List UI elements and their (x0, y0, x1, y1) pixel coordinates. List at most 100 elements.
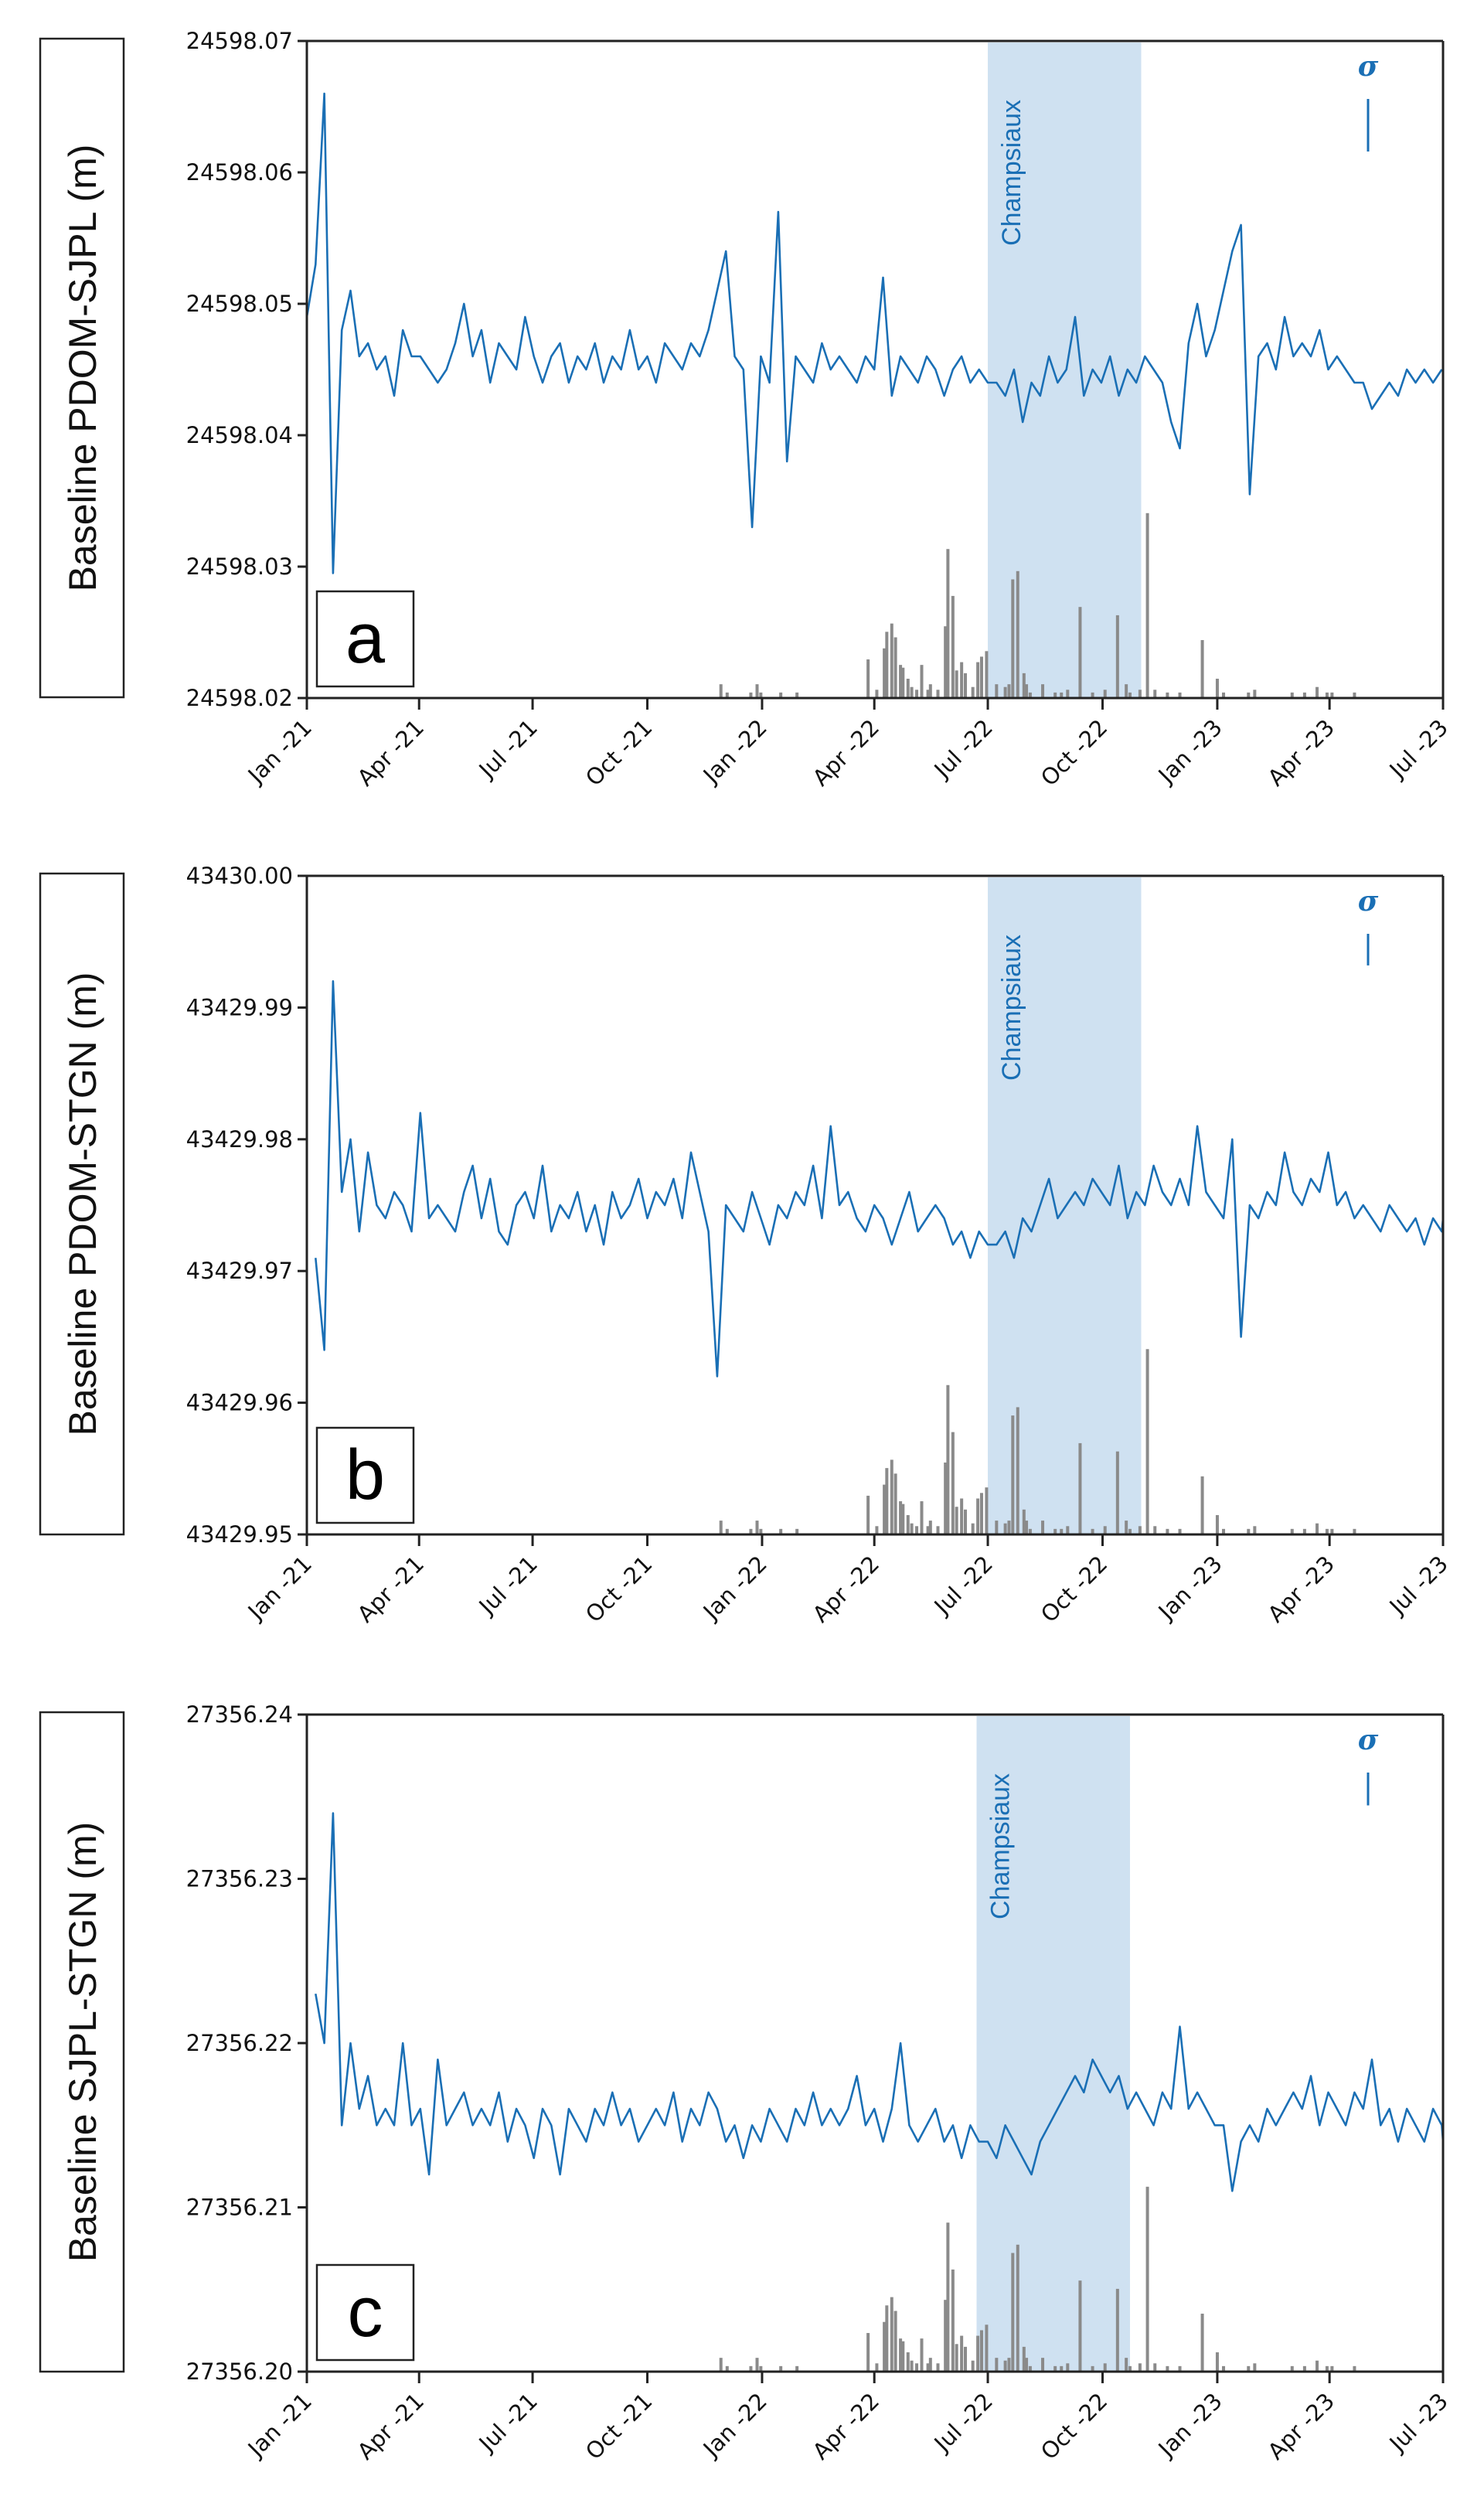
baseline-series-line (305, 92, 1443, 574)
precipitation-bar (1153, 690, 1157, 698)
panel-letter: a (345, 599, 386, 678)
precipitation-bar (906, 679, 910, 698)
precipitation-bar (890, 1459, 893, 1534)
panel-a: Champsiaux 24598.02 24598.03 24598.04 24598.… (39, 28, 1453, 792)
precipitation-bar (1247, 692, 1251, 698)
precipitation-bar (1007, 2358, 1011, 2372)
precipitation-bar (1325, 1528, 1329, 1534)
y-tick-label: 43430.00 (186, 863, 293, 889)
precipitation-bar (1247, 2365, 1251, 2372)
precipitation-bar (1290, 2365, 1294, 2372)
precipitation-bar (1053, 2365, 1057, 2372)
precipitation-bar (1325, 2365, 1329, 2372)
precipitation-bar (759, 1528, 763, 1534)
x-tick-label: Jul -23 (1384, 714, 1453, 784)
y-tick-label: 43429.99 (186, 994, 293, 1020)
x-tick-label: Apr -22 (808, 714, 885, 792)
x-tick-label: Apr -23 (1263, 2388, 1340, 2465)
precipitation-bar (1025, 1521, 1029, 1534)
x-tick-label: Apr -23 (1263, 1551, 1340, 1628)
precipitation-bar (901, 2341, 905, 2372)
precipitation-bar (779, 2365, 783, 2372)
precipitation-bar (795, 1528, 799, 1534)
precipitation-bar (866, 1495, 870, 1534)
precipitation-bar (985, 1487, 989, 1534)
precipitation-bar (1222, 1528, 1226, 1534)
precipitation-bar (1025, 684, 1029, 698)
precipitation-bar (1066, 2363, 1070, 2372)
x-tick-label: Jan -23 (1152, 1551, 1227, 1626)
precipitation-bar (1330, 692, 1334, 698)
precipitation-bar (1200, 2314, 1204, 2372)
precipitation-bar (755, 2358, 759, 2372)
precipitation-bar (1060, 692, 1064, 698)
precipitation-bar (1125, 1521, 1128, 1534)
precipitation-bar (749, 2365, 753, 2372)
precipitation-bar (1053, 692, 1057, 698)
precipitation-bar (1022, 1509, 1026, 1534)
precipitation-bar (1166, 2365, 1169, 2372)
x-tick-label: Jan -21 (242, 1551, 317, 1626)
precipitation-bar (755, 684, 759, 698)
precipitation-bar (1041, 2358, 1045, 2372)
x-tick-label: Oct -21 (580, 1551, 658, 1628)
x-tick-label: Jul -21 (473, 714, 543, 784)
panel-c: Champsiaux 27356.20 27356.21 27356.22 27356.… (39, 1701, 1453, 2465)
precipitation-bar (1115, 615, 1119, 698)
precipitation-bar (1316, 1523, 1319, 1534)
precipitation-bar (1011, 2253, 1015, 2372)
y-axis-label: Baseline PDOM-SJPL (m) (61, 145, 104, 592)
precipitation-bar (915, 1526, 919, 1534)
precipitation-bar (926, 690, 930, 698)
precipitation-bar (920, 665, 924, 698)
y-tick-label: 24598.04 (186, 422, 293, 448)
x-tick-label: Apr -21 (352, 2388, 430, 2465)
x-tick-label: Oct -21 (580, 2388, 658, 2465)
precipitation-bar (1178, 692, 1182, 698)
precipitation-bar (979, 656, 983, 698)
precipitation-bar (1253, 2363, 1257, 2372)
precipitation-bar (749, 1528, 753, 1534)
precipitation-bar (963, 1509, 967, 1534)
precipitation-bar (1103, 690, 1107, 698)
precipitation-bar (915, 2363, 919, 2372)
y-axis-label-box (39, 37, 125, 699)
x-tick-label: Jan -22 (697, 2388, 772, 2463)
precipitation-bar (719, 2358, 723, 2372)
precipitation-bar (1007, 1521, 1011, 1534)
precipitation-bar (1153, 1526, 1157, 1534)
precipitation-bar (1153, 2363, 1157, 2372)
precipitation-bar (1016, 1407, 1019, 1534)
precipitation-bar (955, 670, 958, 698)
x-tick-label: Oct -22 (1036, 714, 1113, 792)
precipitation-bar (1253, 690, 1257, 698)
precipitation-bar (926, 1526, 930, 1534)
precipitation-bar (1003, 686, 1007, 698)
precipitation-bar (1003, 1523, 1007, 1534)
champsiaux-label: Champsiaux (986, 1773, 1016, 1919)
precipitation-bar (926, 2363, 930, 2372)
precipitation-bar (1222, 692, 1226, 698)
precipitation-bar (885, 1468, 889, 1534)
precipitation-bar (1066, 690, 1070, 698)
precipitation-bar (1302, 692, 1306, 698)
precipitation-bar (1078, 607, 1082, 698)
precipitation-bar (928, 1521, 932, 1534)
precipitation-bar (920, 2338, 924, 2372)
precipitation-bar (995, 1521, 999, 1534)
precipitation-bar (1302, 2365, 1306, 2372)
x-tick-label: Oct -22 (1036, 1551, 1113, 1628)
x-tick-label: Oct -22 (1036, 2388, 1113, 2465)
precipitation-bar (985, 2324, 989, 2372)
precipitation-bar (893, 1473, 897, 1534)
precipitation-bar (795, 2365, 799, 2372)
x-tick-label: Jan -23 (1152, 2388, 1227, 2463)
precipitation-bar (1138, 690, 1142, 698)
precipitation-bar (1215, 1514, 1219, 1534)
precipitation-bar (899, 665, 903, 698)
precipitation-bar (779, 1528, 783, 1534)
x-tick-label: Jul -21 (473, 1551, 543, 1620)
y-tick-label: 24598.07 (186, 28, 293, 54)
y-axis-label-box (39, 872, 125, 1536)
precipitation-bar (885, 2305, 889, 2372)
